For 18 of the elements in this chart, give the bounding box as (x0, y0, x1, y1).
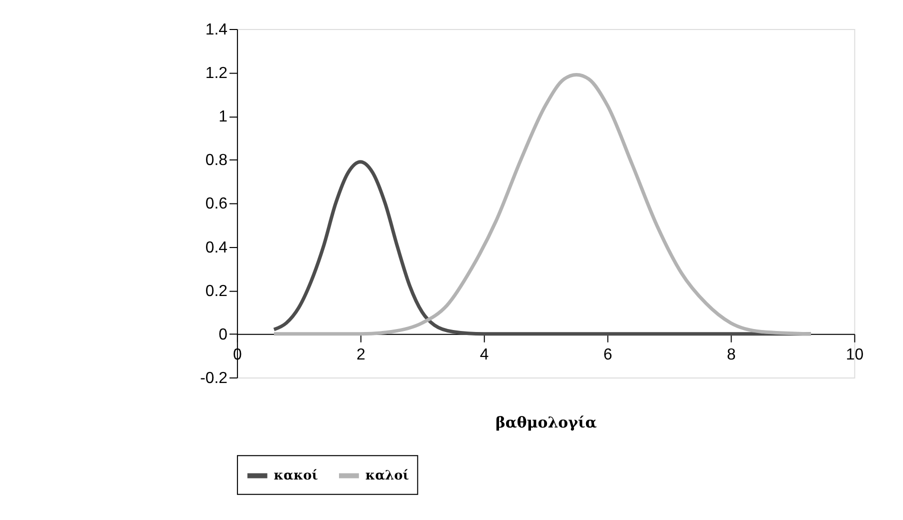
y-tick-label: 0.4 (205, 239, 228, 256)
x-axis-title: βαθμολογία (495, 414, 598, 432)
y-tick-label: -0.2 (200, 370, 228, 387)
y-tick-label: 0.6 (205, 196, 228, 213)
legend-label: κακοί (274, 468, 318, 484)
x-tick-label: 4 (480, 346, 489, 364)
y-tick-label: 0 (218, 326, 228, 344)
x-tick-label: 2 (356, 346, 366, 364)
x-tick-label: 10 (846, 346, 864, 364)
line-series (272, 72, 813, 336)
y-tick-label: 1 (218, 108, 228, 126)
y-tick-label: 0.8 (205, 152, 228, 170)
x-tick-label: 8 (726, 346, 736, 364)
legend-label: καλοί (365, 468, 410, 484)
y-tick-label: 0.2 (205, 282, 228, 300)
y-tick-label: 1.2 (205, 65, 228, 82)
x-tick-label: 6 (603, 346, 612, 364)
y-tick-label: 1.4 (205, 21, 228, 38)
